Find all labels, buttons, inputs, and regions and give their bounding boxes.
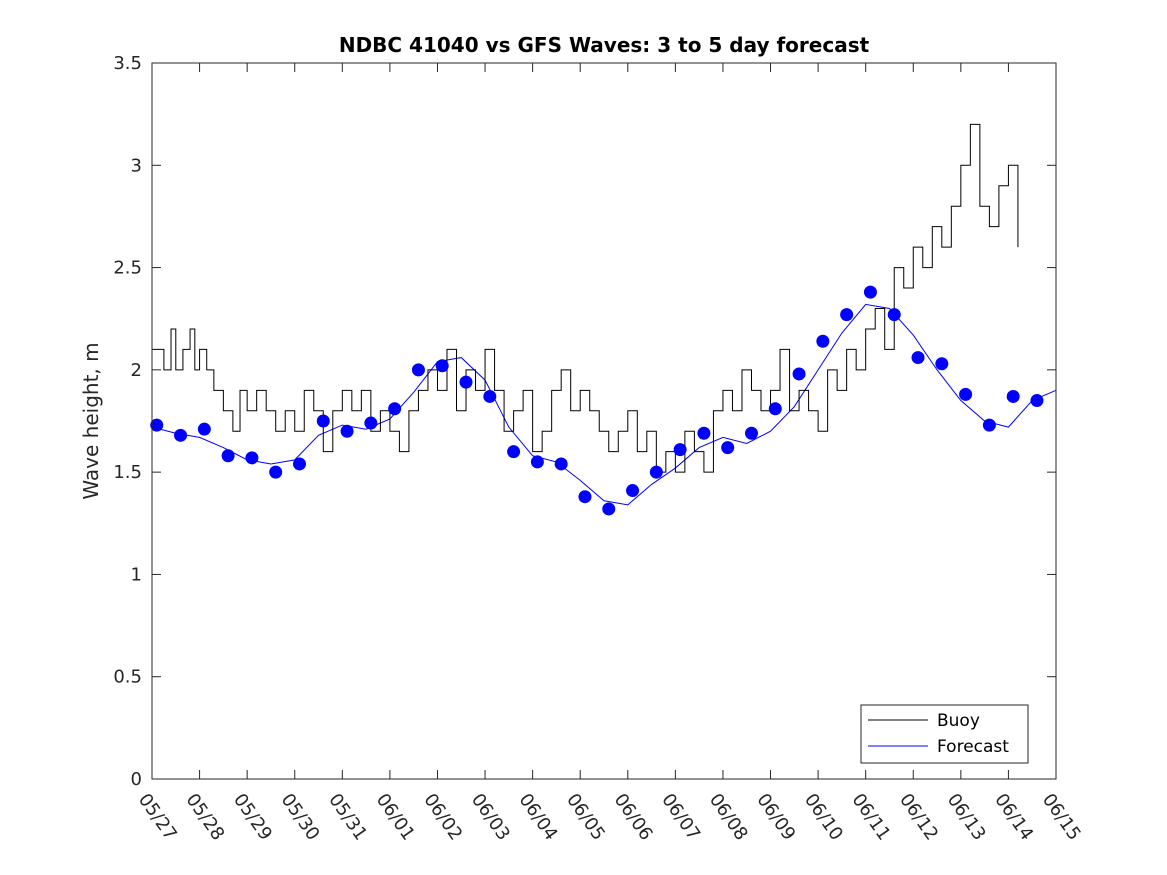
y-tick-label: 1.5 — [113, 462, 142, 483]
x-tick-label: 06/14 — [990, 790, 1037, 845]
forecast-marker — [483, 389, 497, 403]
x-tick-label: 05/30 — [277, 790, 324, 845]
y-tick-label: 1 — [131, 564, 142, 585]
forecast-marker — [197, 422, 211, 436]
forecast-marker — [744, 426, 758, 440]
forecast-marker — [269, 465, 283, 479]
forecast-marker — [554, 457, 568, 471]
x-tick-label: 06/15 — [1038, 790, 1085, 845]
forecast-marker — [697, 426, 711, 440]
forecast-marker — [578, 490, 592, 504]
forecast-marker — [863, 285, 877, 299]
plot-frame — [151, 62, 1057, 780]
forecast-marker — [340, 424, 354, 438]
forecast-marker — [840, 308, 854, 322]
legend-box — [860, 704, 1029, 764]
forecast-marker — [887, 308, 901, 322]
forecast-marker — [221, 449, 235, 463]
forecast-marker — [982, 418, 996, 432]
x-tick-label: 06/04 — [515, 790, 562, 845]
chart-title: NDBC 41040 vs GFS Waves: 3 to 5 day fore… — [339, 33, 870, 57]
forecast-series — [151, 303, 1057, 506]
forecast-marker — [1006, 389, 1020, 403]
forecast-line — [151, 303, 1057, 506]
x-tick-label: 05/27 — [134, 790, 181, 845]
forecast-marker — [792, 367, 806, 381]
forecast-marker — [459, 375, 473, 389]
forecast-marker — [626, 484, 640, 498]
forecast-marker — [721, 441, 735, 455]
x-tick-label: 06/07 — [657, 790, 704, 845]
x-tick-label: 05/29 — [229, 790, 276, 845]
forecast-marker — [292, 457, 306, 471]
forecast-markers — [150, 285, 1044, 516]
y-axis-ticks: 0 0.5 1 1.5 2 2.5 3 3.5 — [113, 53, 1056, 790]
y-tick-label: 3.5 — [113, 53, 142, 74]
x-tick-label: 06/01 — [372, 790, 419, 845]
forecast-marker — [388, 402, 402, 416]
x-tick-label: 05/31 — [324, 790, 371, 845]
forecast-marker — [1030, 394, 1044, 408]
forecast-marker — [150, 418, 164, 432]
legend: Buoy Forecast — [860, 704, 1029, 764]
x-tick-label: 05/28 — [181, 790, 228, 845]
y-tick-label: 0.5 — [113, 667, 142, 688]
forecast-marker — [316, 414, 330, 428]
forecast-marker — [816, 334, 830, 348]
y-tick-label: 2 — [131, 360, 142, 381]
forecast-marker — [245, 451, 259, 465]
plot-area — [152, 63, 1056, 779]
x-tick-label: 06/10 — [800, 790, 847, 845]
legend-buoy-label: Buoy — [937, 711, 980, 731]
y-tick-label: 0 — [131, 769, 142, 790]
x-tick-label: 06/11 — [848, 790, 895, 845]
forecast-marker — [959, 387, 973, 401]
buoy-line — [152, 123, 1019, 473]
x-tick-label: 06/06 — [610, 790, 657, 845]
forecast-marker — [435, 359, 449, 373]
forecast-marker — [507, 445, 521, 459]
forecast-marker — [649, 465, 663, 479]
x-tick-label: 06/05 — [562, 790, 609, 845]
forecast-marker — [911, 351, 925, 365]
y-tick-label: 3 — [131, 155, 142, 176]
buoy-series — [152, 123, 1019, 473]
x-tick-label: 06/13 — [943, 790, 990, 845]
x-tick-label: 06/09 — [752, 790, 799, 845]
y-axis-label: Wave height, m — [79, 342, 103, 499]
forecast-marker — [673, 443, 687, 457]
forecast-marker — [768, 402, 782, 416]
x-tick-label: 06/02 — [419, 790, 466, 845]
legend-forecast-label: Forecast — [937, 737, 1009, 757]
x-tick-label: 06/12 — [895, 790, 942, 845]
forecast-marker — [411, 363, 425, 377]
forecast-marker — [602, 502, 616, 516]
y-tick-label: 2.5 — [113, 258, 142, 279]
forecast-marker — [364, 416, 378, 430]
forecast-marker — [935, 357, 949, 371]
forecast-marker — [530, 455, 544, 469]
x-tick-label: 06/08 — [705, 790, 752, 845]
forecast-marker — [174, 428, 188, 442]
x-tick-label: 06/03 — [467, 790, 514, 845]
